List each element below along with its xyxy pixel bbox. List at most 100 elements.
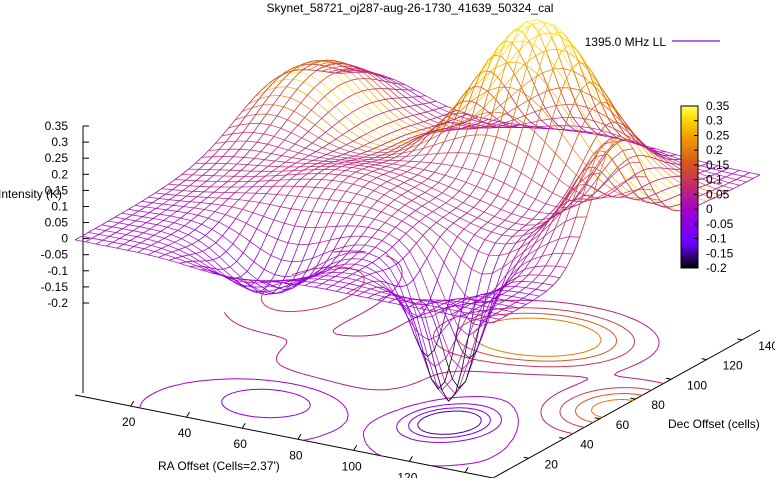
mesh-segment [371,287,378,289]
contour-segment [367,423,370,426]
mesh-segment [152,199,159,203]
contour-segment [338,400,339,401]
mesh-segment [381,291,388,292]
mesh-segment [302,244,309,261]
mesh-segment [137,233,144,237]
contour-segment [574,359,584,360]
contour-segment [496,350,503,352]
mesh-segment [316,148,323,152]
mesh-segment [533,212,540,219]
contour-segment [431,434,439,435]
contour-segment [217,379,227,380]
contour-segment [563,418,567,421]
contour-segment [513,435,515,438]
mesh-segment [361,151,368,154]
contour-segment [413,432,414,433]
contour-segment [413,416,417,419]
mesh-segment [183,186,190,191]
mesh-segment [224,170,231,176]
mesh-segment [281,195,288,206]
mesh-segment [457,298,464,299]
mesh-segment [453,191,460,198]
contour-segment [495,356,502,357]
mesh-segment [497,183,504,196]
contour-segment [619,314,625,316]
mesh-segment [526,219,533,225]
mesh-segment [374,186,381,191]
contour-segment [227,393,233,395]
contour-segment [542,404,544,407]
mesh-segment [370,178,377,182]
mesh-segment [474,200,481,207]
contour-segment [611,394,617,395]
mesh-segment [423,103,430,104]
mesh-segment [470,186,477,195]
contour-segment [306,408,309,411]
contour-segment [358,288,361,291]
mesh-segment [302,131,309,137]
mesh-segment [120,235,127,239]
mesh-segment [529,289,536,294]
mesh-segment [348,94,355,97]
mesh-segment [420,112,427,114]
contour-segment [459,397,469,398]
mesh-segment [346,141,353,145]
mesh-segment [124,241,131,245]
contour-segment [650,381,657,382]
mesh-segment [119,219,126,223]
contour-segment [560,310,568,311]
mesh-segment [75,236,82,240]
contour-segment [281,366,285,368]
mesh-segment [414,162,421,168]
contour-segment [335,382,342,384]
contour-segment [618,370,623,372]
mesh-segment [176,191,183,196]
contour-segment [411,383,417,385]
mesh-segment [445,166,452,176]
mesh-segment [237,157,244,164]
mesh-segment [323,159,330,161]
mesh-segment [206,157,213,164]
mesh-segment [379,99,386,100]
contour-segment [608,320,614,322]
colorbar-tick-label: -0.2 [706,261,727,275]
mesh-segment [312,279,319,282]
mesh-segment [512,231,519,237]
mesh-segment [297,82,304,90]
contour-segment [448,397,458,398]
contour-segment [563,303,571,304]
mesh-segment [209,144,216,151]
mesh-segment [187,208,194,213]
dec-axis-label: Dec Offset (cells) [668,417,760,431]
contour-segment [479,360,486,361]
mesh-segment [291,125,298,133]
mesh-segment [299,227,306,244]
mesh-segment [353,137,360,141]
contour-segment [295,394,301,396]
mesh-segment [306,160,313,163]
mesh-segment [339,171,346,175]
mesh-segment [732,170,739,173]
contour-segment [464,430,471,432]
mesh-segment [395,195,402,200]
contour-segment [618,325,620,326]
mesh-segment [256,187,263,194]
mesh-segment [268,161,275,166]
mesh-segment [393,240,400,247]
mesh-segment [383,111,390,113]
mesh-segment [380,182,387,186]
ra-tick-label: 20 [122,415,136,429]
contour-segment [621,354,626,356]
mesh-segment [609,180,616,188]
mesh-segment [396,259,403,265]
mesh-segment [278,140,285,147]
contour-segment [586,327,591,329]
contour-segment [333,331,334,333]
contour-segment [510,359,518,360]
mesh-segment [189,163,196,169]
contour-segment [570,423,572,424]
mesh-segment [373,127,380,130]
contour-segment [504,373,512,374]
contour-segment [605,350,610,352]
